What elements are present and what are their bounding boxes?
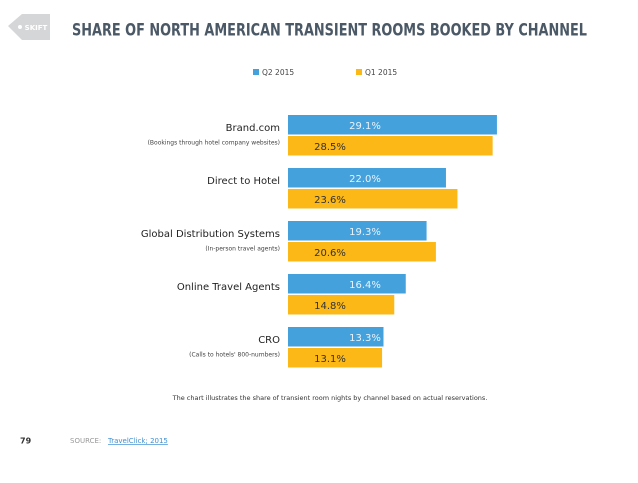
chart-note: The chart illustrates the share of trans…: [172, 394, 488, 402]
value-label: 22.0%: [349, 174, 381, 185]
value-label: 16.4%: [349, 280, 381, 291]
legend-swatch: [356, 69, 362, 75]
value-label: 20.6%: [314, 248, 346, 259]
logo-tag: [8, 14, 50, 40]
chart-title: SHARE OF NORTH AMERICAN TRANSIENT ROOMS …: [72, 21, 587, 40]
value-label: 14.8%: [314, 301, 346, 312]
bar: [288, 115, 497, 135]
category-label: CRO: [258, 335, 280, 346]
value-label: 19.3%: [349, 227, 381, 238]
legend-swatch: [253, 69, 259, 75]
value-label: 13.3%: [349, 333, 381, 344]
category-label: Brand.com: [226, 123, 280, 134]
category-label: Online Travel Agents: [177, 282, 280, 293]
bar: [288, 274, 406, 294]
bar: [288, 295, 395, 315]
category-label: Global Distribution Systems: [141, 229, 280, 240]
bar: [288, 221, 427, 241]
value-label: 29.1%: [349, 121, 381, 132]
category-sublabel: (In-person travel agents): [205, 246, 280, 253]
source-label: SOURCE:: [70, 437, 101, 445]
legend-label: Q2 2015: [262, 68, 294, 77]
category-sublabel: (Calls to hotels' 800-numbers): [189, 352, 280, 359]
bar: [288, 348, 383, 368]
value-label: 28.5%: [314, 142, 346, 153]
logo: SKIFT: [25, 24, 48, 32]
bar: [288, 136, 493, 156]
value-label: 23.6%: [314, 195, 346, 206]
bar: [288, 242, 436, 262]
bar: [288, 168, 446, 188]
page-number: 79: [20, 437, 32, 446]
bar: [288, 327, 384, 347]
category-sublabel: (Bookings through hotel company websites…: [148, 140, 280, 147]
value-label: 13.1%: [314, 354, 346, 365]
category-label: Direct to Hotel: [207, 176, 280, 187]
bar: [288, 189, 458, 209]
source-link[interactable]: TravelClick; 2015: [107, 437, 168, 445]
logo-hole: [18, 25, 22, 29]
legend-label: Q1 2015: [365, 68, 397, 77]
